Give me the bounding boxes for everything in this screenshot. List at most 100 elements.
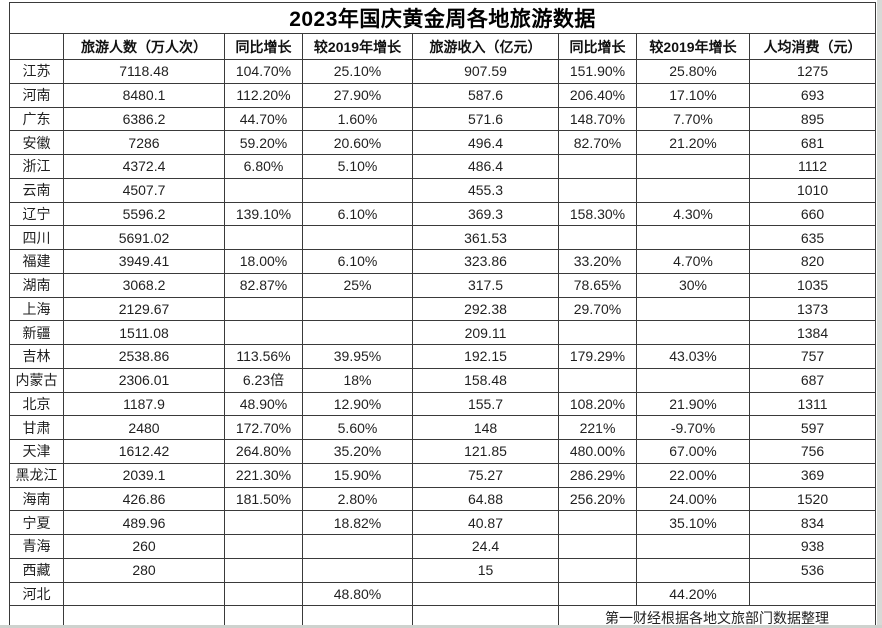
province-cell[interactable]: 天津 <box>9 439 64 464</box>
data-cell[interactable]: 369 <box>748 462 877 488</box>
data-cell[interactable] <box>224 177 303 203</box>
data-cell[interactable]: 43.03% <box>636 344 750 369</box>
province-cell[interactable]: 上海 <box>9 296 64 322</box>
data-cell[interactable]: 1275 <box>748 59 877 84</box>
data-cell[interactable]: 25% <box>302 272 413 298</box>
header-cell-empty[interactable] <box>9 33 64 60</box>
data-cell[interactable] <box>558 534 637 559</box>
header-cell[interactable]: 旅游人数（万人次） <box>63 33 225 60</box>
data-cell[interactable]: 7286 <box>63 130 225 155</box>
data-cell[interactable]: 1187.9 <box>63 391 225 417</box>
data-cell[interactable]: 209.11 <box>412 320 559 345</box>
data-cell[interactable] <box>224 557 303 583</box>
data-cell[interactable]: 15 <box>412 557 559 583</box>
data-cell[interactable]: 75.27 <box>412 462 559 488</box>
data-cell[interactable] <box>302 225 413 250</box>
data-cell[interactable]: 907.59 <box>412 59 559 84</box>
data-cell[interactable] <box>636 225 750 250</box>
data-cell[interactable]: 18.82% <box>302 510 413 535</box>
data-cell[interactable]: 1035 <box>748 272 877 298</box>
data-cell[interactable]: 148.70% <box>558 106 637 132</box>
data-cell[interactable] <box>558 177 637 203</box>
data-cell[interactable] <box>636 320 750 345</box>
data-cell[interactable]: 179.29% <box>558 344 637 369</box>
header-cell[interactable]: 同比增长 <box>224 33 303 60</box>
data-cell[interactable]: 48.80% <box>302 581 413 607</box>
data-cell[interactable]: 6.10% <box>302 201 413 227</box>
data-cell[interactable]: 286.29% <box>558 462 637 488</box>
province-cell[interactable]: 云南 <box>9 177 64 203</box>
data-cell[interactable] <box>636 296 750 322</box>
data-cell[interactable]: 33.20% <box>558 249 637 274</box>
data-cell[interactable]: 15.90% <box>302 462 413 488</box>
data-cell[interactable] <box>558 557 637 583</box>
data-cell[interactable]: 64.88 <box>412 486 559 512</box>
province-cell[interactable]: 黑龙江 <box>9 462 64 488</box>
data-cell[interactable] <box>224 581 303 607</box>
data-cell[interactable]: 17.10% <box>636 82 750 108</box>
province-cell[interactable]: 海南 <box>9 486 64 512</box>
data-cell[interactable]: 40.87 <box>412 510 559 535</box>
data-cell[interactable]: 264.80% <box>224 439 303 464</box>
data-cell[interactable]: 104.70% <box>224 59 303 84</box>
province-cell[interactable]: 河南 <box>9 82 64 108</box>
data-cell[interactable]: 2480 <box>63 415 225 440</box>
data-cell[interactable]: 2039.1 <box>63 462 225 488</box>
data-cell[interactable]: 139.10% <box>224 201 303 227</box>
data-cell[interactable]: 21.20% <box>636 130 750 155</box>
province-cell[interactable]: 安徽 <box>9 130 64 155</box>
data-cell[interactable]: 3949.41 <box>63 249 225 274</box>
data-cell[interactable]: 12.90% <box>302 391 413 417</box>
header-cell[interactable]: 同比增长 <box>558 33 637 60</box>
data-cell[interactable]: 6386.2 <box>63 106 225 132</box>
province-cell[interactable]: 广东 <box>9 106 64 132</box>
data-cell[interactable]: 221% <box>558 415 637 440</box>
data-cell[interactable]: 260 <box>63 534 225 559</box>
data-cell[interactable]: 22.00% <box>636 462 750 488</box>
data-cell[interactable]: 1311 <box>748 391 877 417</box>
data-cell[interactable]: 21.90% <box>636 391 750 417</box>
data-cell[interactable]: 597 <box>748 415 877 440</box>
data-cell[interactable]: 67.00% <box>636 439 750 464</box>
data-cell[interactable] <box>558 510 637 535</box>
data-cell[interactable]: 486.4 <box>412 154 559 179</box>
data-cell[interactable]: 59.20% <box>224 130 303 155</box>
data-cell[interactable]: 121.85 <box>412 439 559 464</box>
data-cell[interactable] <box>558 320 637 345</box>
data-cell[interactable]: 8480.1 <box>63 82 225 108</box>
header-cell[interactable]: 旅游收入（亿元） <box>412 33 559 60</box>
data-cell[interactable]: 5.60% <box>302 415 413 440</box>
data-cell[interactable]: 756 <box>748 439 877 464</box>
province-cell[interactable]: 湖南 <box>9 272 64 298</box>
data-cell[interactable]: 35.20% <box>302 439 413 464</box>
province-cell[interactable]: 辽宁 <box>9 201 64 227</box>
data-cell[interactable]: 2129.67 <box>63 296 225 322</box>
data-cell[interactable]: 369.3 <box>412 201 559 227</box>
data-cell[interactable]: 280 <box>63 557 225 583</box>
province-cell[interactable]: 甘肃 <box>9 415 64 440</box>
data-cell[interactable]: 25.10% <box>302 59 413 84</box>
data-cell[interactable]: 895 <box>748 106 877 132</box>
data-cell[interactable]: 4.70% <box>636 249 750 274</box>
data-cell[interactable]: 834 <box>748 510 877 535</box>
data-cell[interactable]: 361.53 <box>412 225 559 250</box>
data-cell[interactable]: -9.70% <box>636 415 750 440</box>
data-cell[interactable]: 757 <box>748 344 877 369</box>
data-cell[interactable]: 151.90% <box>558 59 637 84</box>
data-cell[interactable]: 587.6 <box>412 82 559 108</box>
data-cell[interactable]: 48.90% <box>224 391 303 417</box>
data-cell[interactable]: 39.95% <box>302 344 413 369</box>
data-cell[interactable]: 3068.2 <box>63 272 225 298</box>
data-cell[interactable] <box>224 296 303 322</box>
data-cell[interactable]: 82.87% <box>224 272 303 298</box>
data-cell[interactable] <box>636 534 750 559</box>
data-cell[interactable] <box>748 581 877 607</box>
province-cell[interactable]: 四川 <box>9 225 64 250</box>
data-cell[interactable]: 1384 <box>748 320 877 345</box>
data-cell[interactable]: 192.15 <box>412 344 559 369</box>
data-cell[interactable]: 206.40% <box>558 82 637 108</box>
data-cell[interactable]: 480.00% <box>558 439 637 464</box>
province-cell[interactable]: 河北 <box>9 581 64 607</box>
data-cell[interactable]: 5691.02 <box>63 225 225 250</box>
data-cell[interactable] <box>302 534 413 559</box>
